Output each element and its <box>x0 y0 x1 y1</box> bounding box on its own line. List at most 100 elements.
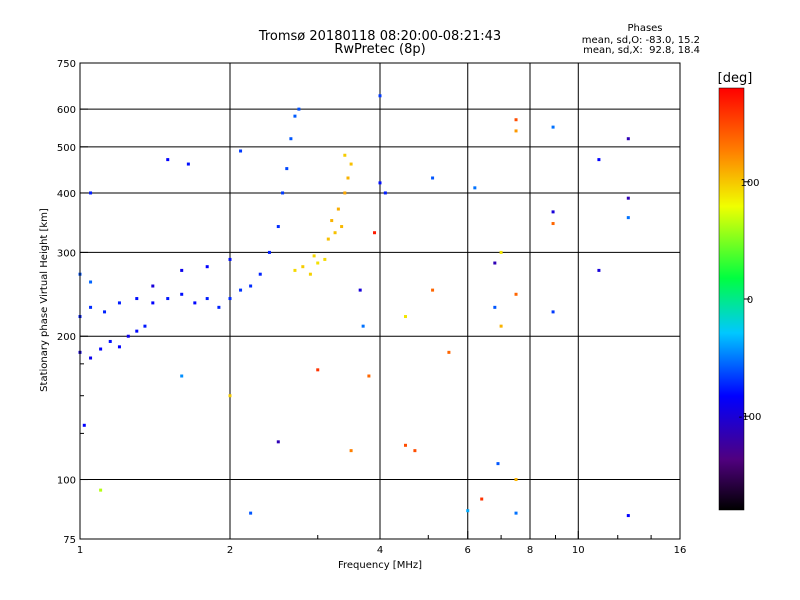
data-point <box>117 301 121 305</box>
data-point <box>228 394 232 398</box>
x-axis-label: Frequency [MHz] <box>338 560 422 571</box>
x-tick-label: 8 <box>527 545 533 556</box>
data-point <box>249 511 253 515</box>
data-point <box>340 225 344 229</box>
data-point <box>349 449 353 453</box>
data-point <box>117 345 121 349</box>
colorbar-label: [deg] <box>718 71 753 86</box>
data-point <box>99 488 103 492</box>
colorbar-tick-label: 0 <box>747 295 753 306</box>
x-tick-label: 6 <box>465 545 471 556</box>
data-point <box>343 191 347 195</box>
data-point <box>626 137 630 141</box>
data-point <box>316 368 320 372</box>
data-point <box>281 191 285 195</box>
data-point <box>514 478 518 482</box>
data-point <box>293 114 297 118</box>
chart-title: Tromsø 20180118 08:20:00-08:21:43 <box>258 29 501 44</box>
data-point <box>239 288 243 292</box>
data-point <box>336 207 340 211</box>
data-point <box>276 225 280 229</box>
data-point <box>308 272 312 276</box>
data-point <box>89 305 93 309</box>
data-point <box>186 162 190 166</box>
x-tick-label: 4 <box>377 545 383 556</box>
data-point <box>493 305 497 309</box>
data-point <box>289 137 293 141</box>
data-point <box>349 162 353 166</box>
phases-heading: Phases <box>627 23 662 34</box>
data-point <box>135 329 139 333</box>
data-point <box>326 237 330 241</box>
data-point <box>343 153 347 157</box>
data-point <box>151 301 155 305</box>
data-point <box>597 268 601 272</box>
data-point <box>205 265 209 269</box>
data-point <box>151 284 155 288</box>
phases-o-stats: mean, sd,O: -83.0, 15.2 <box>582 35 700 46</box>
data-point <box>166 297 170 301</box>
grid <box>80 63 680 539</box>
data-point <box>551 222 555 226</box>
data-point <box>413 449 417 453</box>
y-tick-label: 400 <box>57 189 76 200</box>
data-point <box>249 284 253 288</box>
x-tick-label: 16 <box>674 545 687 556</box>
data-point <box>285 167 289 171</box>
data-point <box>378 94 382 98</box>
data-point <box>480 497 484 501</box>
data-point <box>228 257 232 261</box>
data-point <box>626 196 630 200</box>
data-point <box>496 462 500 466</box>
data-point <box>551 310 555 314</box>
data-point <box>514 511 518 515</box>
data-point <box>293 268 297 272</box>
y-axis-label: Stationary phase Virtual Height [km] <box>39 208 50 392</box>
data-point <box>499 250 503 254</box>
data-point <box>431 288 435 292</box>
data-point <box>312 254 316 258</box>
data-point <box>403 315 407 319</box>
data-point <box>193 301 197 305</box>
data-point <box>180 292 184 296</box>
data-point <box>358 288 362 292</box>
y-tick-label: 200 <box>57 332 76 343</box>
data-point <box>217 305 221 309</box>
data-point <box>431 176 435 180</box>
data-point <box>333 231 337 235</box>
data-point <box>180 374 184 378</box>
data-point <box>514 129 518 133</box>
data-point <box>143 324 147 328</box>
colorbar-ticks: 100 0 -100 <box>739 178 762 423</box>
data-point <box>330 219 334 223</box>
colorbar-tick-label: 100 <box>740 178 759 189</box>
x-tick-label: 1 <box>77 545 83 556</box>
data-point <box>89 280 93 284</box>
data-point <box>89 356 93 360</box>
data-point <box>378 181 382 185</box>
x-tick-label: 2 <box>227 545 233 556</box>
chart-subtitle: RwPretec (8p) <box>334 42 425 57</box>
data-point <box>239 149 243 153</box>
data-point <box>514 292 518 296</box>
y-tick-label: 75 <box>63 535 76 546</box>
data-point <box>99 347 103 351</box>
data-point <box>180 268 184 272</box>
data-point <box>626 514 630 518</box>
data-point <box>493 261 497 265</box>
data-point <box>135 297 139 301</box>
data-point <box>447 350 451 354</box>
data-point <box>126 334 130 338</box>
data-point <box>367 374 371 378</box>
data-point <box>205 297 209 301</box>
data-point <box>551 125 555 129</box>
data-point <box>626 216 630 220</box>
data-point <box>89 191 93 195</box>
data-point <box>346 176 350 180</box>
data-point <box>473 186 477 190</box>
y-tick-label: 300 <box>57 248 76 259</box>
data-point <box>323 257 327 261</box>
data-point <box>383 191 387 195</box>
y-tick-label: 600 <box>57 105 76 116</box>
data-point <box>276 440 280 444</box>
